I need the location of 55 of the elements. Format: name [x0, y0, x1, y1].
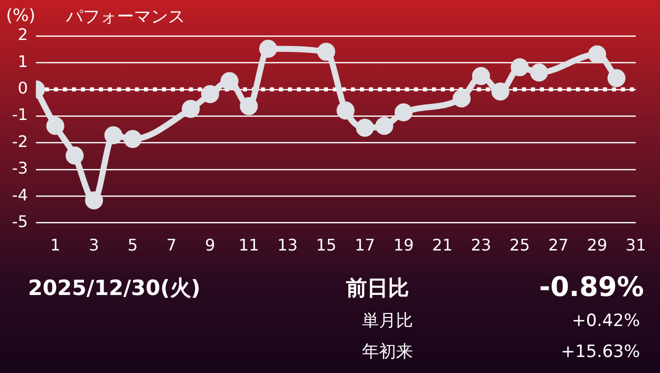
point — [375, 116, 394, 135]
x-tick-label: 19 — [393, 236, 414, 255]
x-tick-label: 21 — [432, 236, 452, 255]
point — [530, 64, 548, 82]
point — [124, 130, 142, 148]
point — [259, 40, 278, 58]
point — [394, 103, 413, 122]
y-tick-label: -5 — [12, 212, 28, 231]
x-tick-label: 1 — [50, 236, 60, 255]
x-tick-label: 29 — [586, 236, 608, 255]
point — [46, 116, 64, 135]
point — [356, 118, 374, 137]
text: -0.89% — [539, 272, 644, 303]
point — [182, 100, 200, 118]
x-tick-label: 11 — [238, 236, 259, 255]
x-tick-label: 13 — [277, 236, 298, 255]
x-tick-label: 15 — [316, 236, 336, 255]
point — [317, 42, 336, 61]
point — [201, 85, 220, 104]
x-tick-label: 27 — [548, 236, 569, 255]
x-tick-label: 23 — [470, 236, 492, 255]
point — [510, 58, 529, 76]
y-tick-label: -1 — [12, 105, 28, 124]
point — [452, 89, 471, 108]
point — [336, 101, 355, 120]
point — [491, 82, 510, 101]
point — [104, 126, 122, 144]
x-tick-label: 5 — [128, 236, 138, 255]
y-tick-label: -4 — [12, 185, 28, 204]
x-tick-label: 31 — [626, 236, 646, 255]
x-tick-label: 7 — [166, 236, 176, 255]
x-tick-label: 3 — [88, 236, 100, 255]
text: 年初来 — [362, 342, 413, 362]
point — [607, 69, 626, 88]
y-tick-label: -2 — [12, 132, 28, 151]
point — [85, 191, 104, 210]
x-tick-label: 17 — [354, 236, 376, 255]
point — [472, 67, 490, 86]
x-tick-label: 9 — [205, 236, 216, 255]
x-tick-label: 25 — [510, 236, 530, 255]
y-axis-title: (%) — [6, 6, 36, 26]
text: 単月比 — [362, 311, 413, 331]
text: 前日比 — [346, 276, 409, 300]
text: +15.63% — [560, 342, 640, 362]
chart-title: パフォーマンス — [66, 7, 185, 27]
point — [66, 146, 84, 165]
y-tick-label: 0 — [18, 78, 28, 98]
y-tick-label: 2 — [18, 25, 28, 44]
point — [240, 97, 258, 116]
y-tick-label: 1 — [18, 52, 28, 71]
text: 2025/12/30(火) — [28, 276, 200, 300]
y-tick-label: -3 — [12, 158, 28, 178]
point — [220, 72, 238, 90]
point — [588, 45, 606, 64]
text: +0.42% — [572, 311, 640, 331]
